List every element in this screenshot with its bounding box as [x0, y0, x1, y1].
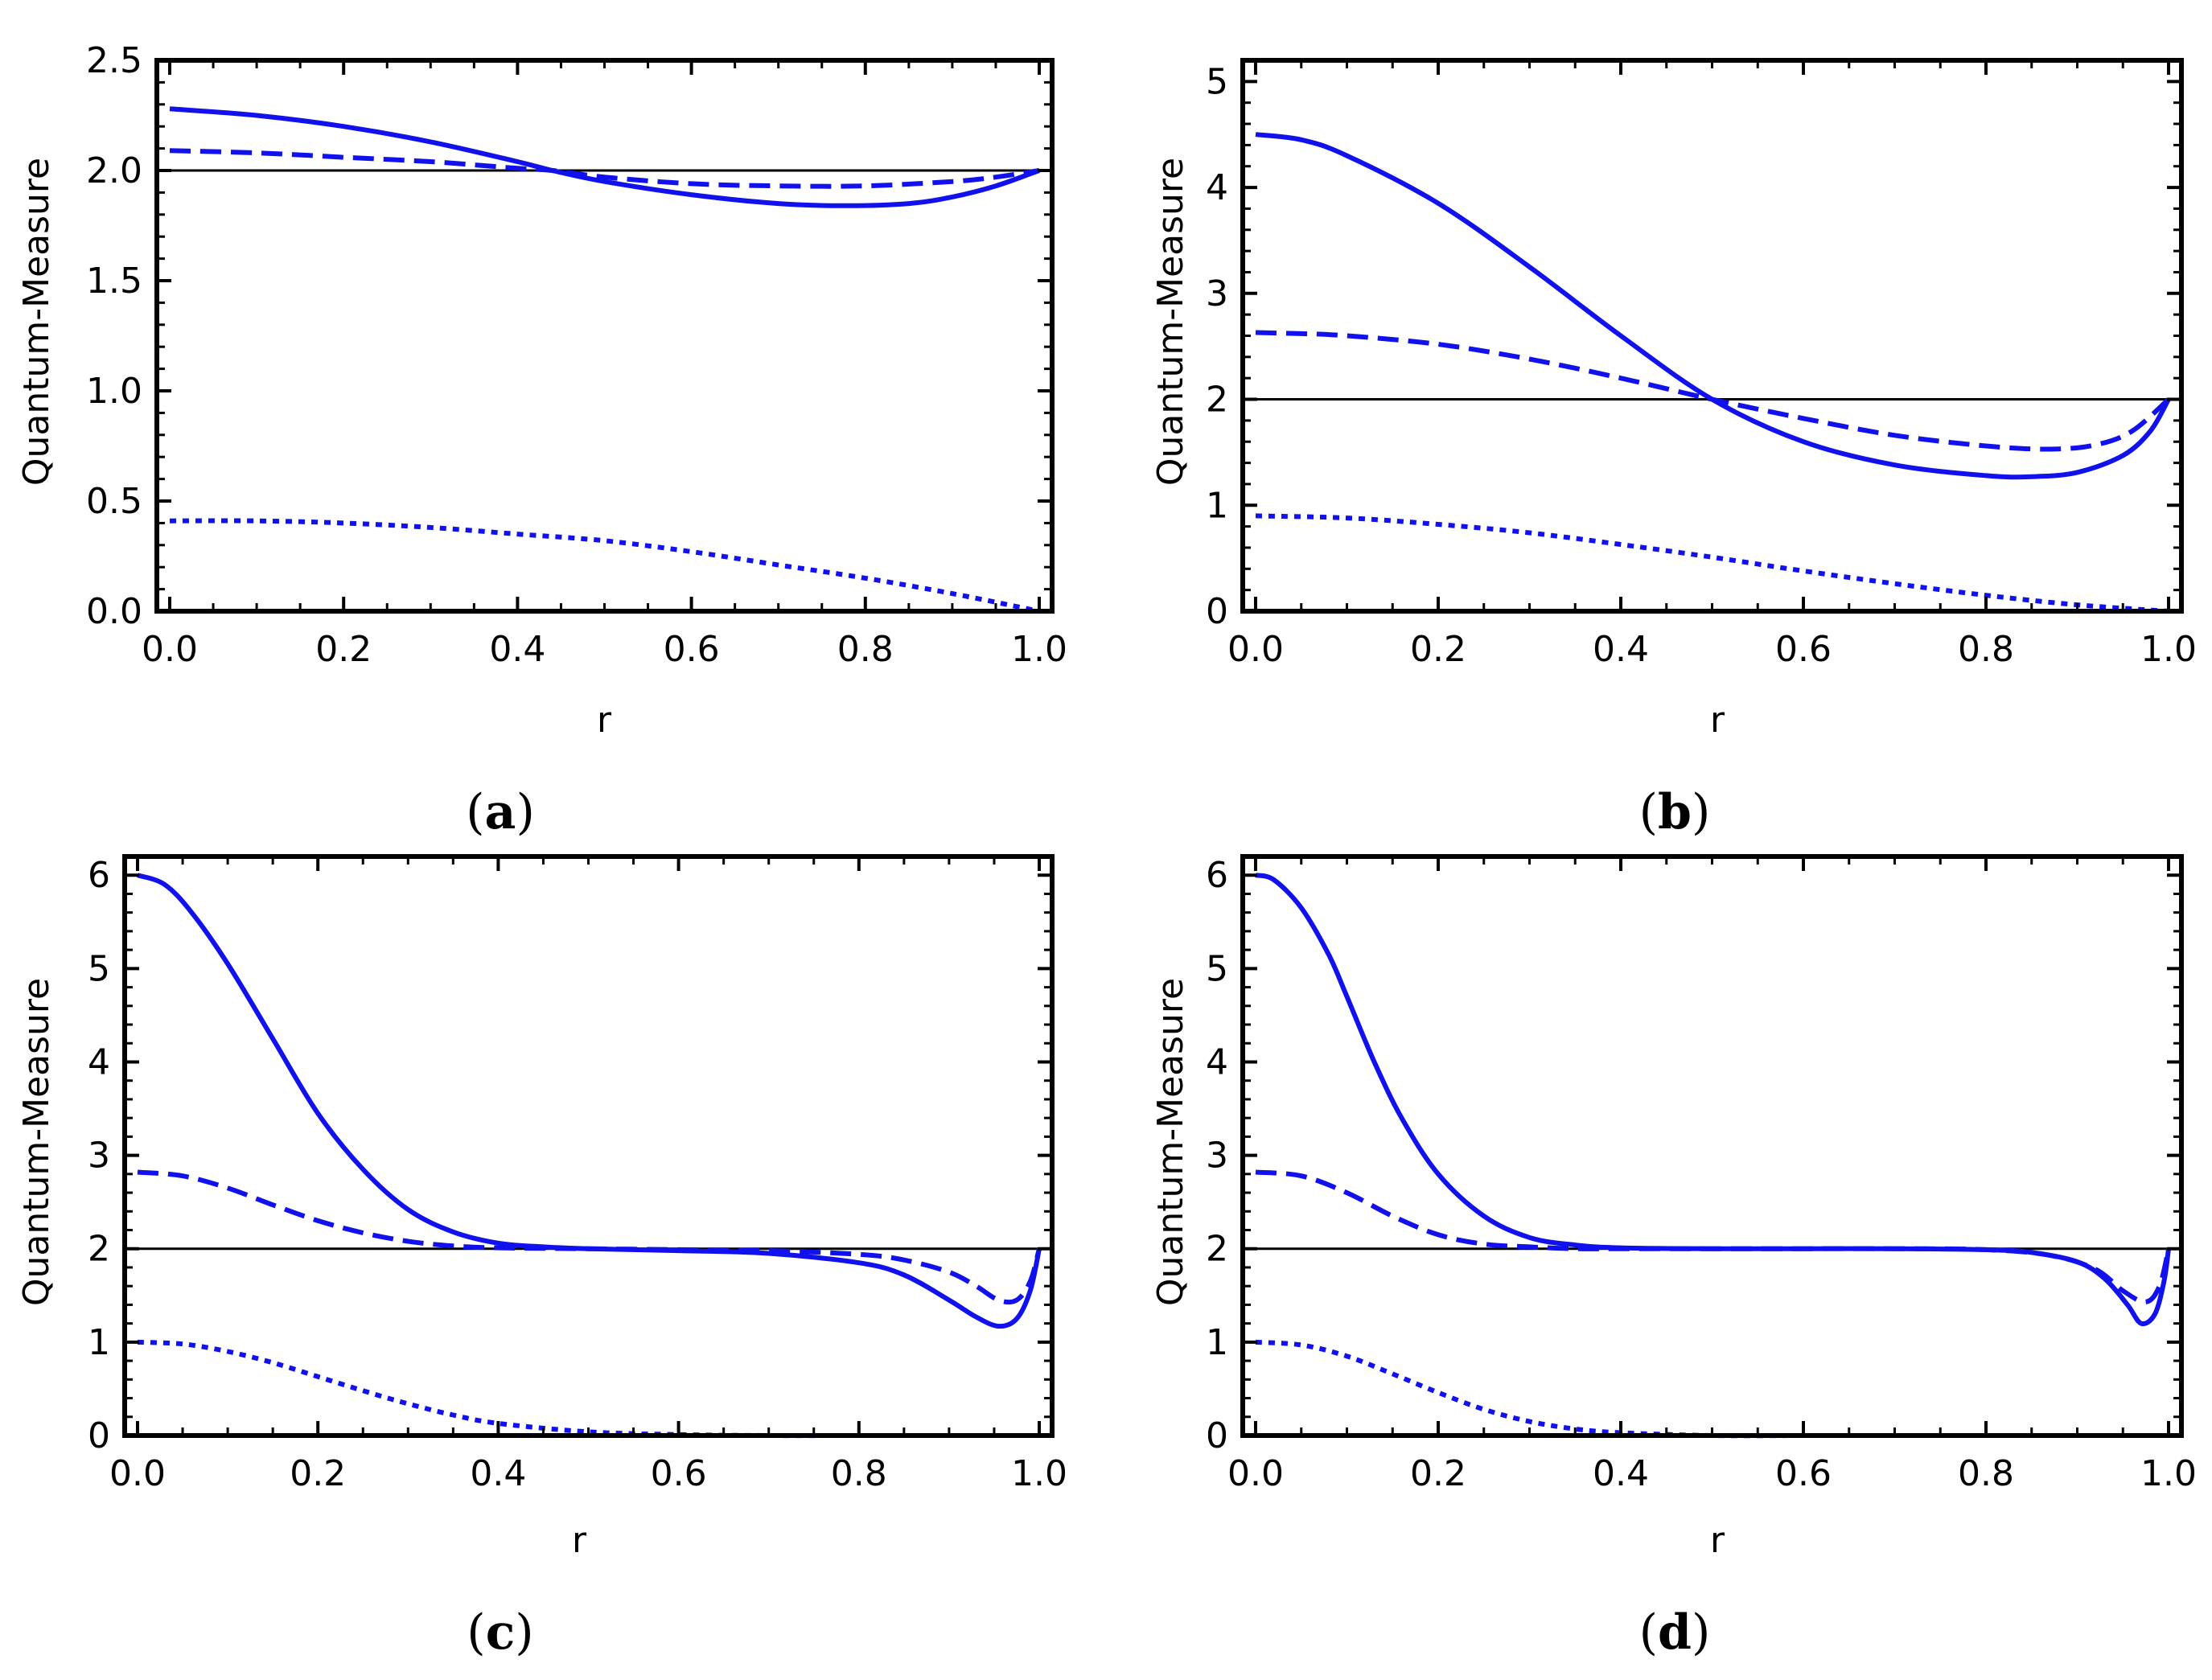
- x-tick-label: 0.6: [1775, 1453, 1832, 1494]
- x-tick-label: 0.0: [1227, 629, 1284, 670]
- panel-label: (d): [1639, 1604, 1711, 1661]
- plot-frame: [1240, 58, 2184, 614]
- y-tick-label: 0: [1206, 1415, 1228, 1456]
- y-tick-label: 0: [88, 1415, 110, 1456]
- series-line-dashed: [1255, 1169, 2171, 1304]
- x-tick-label: 0.6: [664, 629, 720, 670]
- x-tick-label: 1.0: [1011, 629, 1067, 670]
- x-tick-label: 0.2: [290, 1453, 346, 1494]
- series-line-dotted: [1255, 513, 2169, 614]
- y-tick-label: 0.5: [86, 481, 142, 522]
- panel-letter: c: [486, 1604, 516, 1661]
- x-axis-label: r: [1710, 1520, 1725, 1561]
- y-tick-label: 5: [88, 948, 110, 989]
- panel-letter: a: [485, 784, 516, 840]
- y-tick-label: 3: [88, 1136, 110, 1177]
- y-tick-label: 1.0: [86, 371, 142, 412]
- x-tick-label: 0.2: [1410, 629, 1466, 670]
- plot-frame: [1240, 854, 2184, 1438]
- panel-c: Quantum-Measure r (c) 0.0 0.2 0.4 0.6 0.8 1.0…: [16, 854, 1067, 1661]
- x-tick-label: 0.6: [1775, 629, 1832, 670]
- x-tick-label: 0.8: [1958, 1453, 2014, 1494]
- y-tick-label: 2: [1206, 1229, 1228, 1270]
- plot-frame: [154, 58, 1055, 614]
- y-tick-label: 1: [88, 1322, 110, 1363]
- y-axis-label: Quantum-Measure: [16, 158, 57, 486]
- panel-b: Quantum-Measure r (b) 0.0 0.2 0.4 0.6 0.8 1.0…: [1150, 58, 2197, 840]
- series-line-dotted: [169, 518, 1040, 614]
- series-line-solid: [1255, 873, 2171, 1327]
- y-axis-label: Quantum-Measure: [1150, 978, 1191, 1306]
- y-tick-label: 6: [1206, 855, 1228, 896]
- x-axis-label: r: [1710, 700, 1725, 741]
- series-line-dotted: [137, 1339, 1039, 1439]
- series-line-solid: [169, 106, 1041, 208]
- y-tick-label: 2: [1206, 380, 1228, 421]
- y-tick-label: 5: [1206, 948, 1228, 989]
- plot-frame: [122, 854, 1055, 1438]
- x-tick-label: 0.4: [1593, 629, 1649, 670]
- x-tick-label: 0.8: [837, 629, 894, 670]
- x-tick-label: 1.0: [2140, 1453, 2197, 1494]
- y-axis-label: Quantum-Measure: [1150, 158, 1191, 486]
- y-tick-label: 2.0: [86, 150, 142, 191]
- series-line-dotted: [1255, 1339, 2169, 1439]
- x-axis-label: r: [597, 700, 612, 741]
- panel-a: Quantum-Measure r (a) 0.0 0.2 0.4 0.6 0.8 1.0…: [16, 40, 1067, 840]
- x-tick-label: 0.8: [1958, 629, 2014, 670]
- y-tick-label: 3: [1206, 1136, 1228, 1177]
- x-tick-label: 0.2: [1410, 1453, 1466, 1494]
- x-tick-label: 0.2: [315, 629, 372, 670]
- y-tick-label: 1.5: [86, 261, 142, 302]
- x-tick-label: 0.8: [831, 1453, 887, 1494]
- y-tick-label: 2: [88, 1229, 110, 1270]
- y-tick-label: 5: [1206, 61, 1228, 102]
- x-tick-label: 0.6: [651, 1453, 707, 1494]
- y-tick-label: 2.5: [86, 40, 142, 81]
- y-tick-label: 1: [1206, 485, 1228, 526]
- panel-label: (a): [466, 784, 535, 840]
- panel-label: (c): [467, 1604, 533, 1661]
- x-tick-label: 1.0: [1011, 1453, 1067, 1494]
- x-axis-label: r: [572, 1520, 587, 1561]
- series-line-dashed: [169, 148, 1040, 189]
- y-tick-label: 0: [1206, 591, 1228, 632]
- y-axis-label: Quantum-Measure: [16, 978, 57, 1306]
- series-line-dashed: [137, 1169, 1042, 1305]
- series-line-solid: [1255, 132, 2171, 480]
- series-line-dashed: [1255, 330, 2170, 452]
- panel-letter: b: [1658, 784, 1692, 840]
- panel-d: Quantum-Measure r (d) 0.0 0.2 0.4 0.6 0.8 1.0…: [1150, 854, 2197, 1661]
- x-tick-label: 1.0: [2140, 629, 2197, 670]
- x-tick-label: 0.4: [489, 629, 545, 670]
- x-tick-label: 0.0: [142, 629, 198, 670]
- panel-letter: d: [1658, 1604, 1692, 1661]
- x-tick-label: 0.0: [109, 1453, 166, 1494]
- x-tick-label: 0.4: [1593, 1453, 1649, 1494]
- y-tick-label: 6: [88, 855, 110, 896]
- y-tick-label: 4: [1206, 167, 1228, 208]
- y-tick-label: 4: [1206, 1041, 1228, 1082]
- y-tick-label: 4: [88, 1041, 110, 1082]
- x-tick-label: 0.4: [470, 1453, 526, 1494]
- y-tick-label: 0.0: [86, 591, 142, 632]
- y-tick-label: 1: [1206, 1322, 1228, 1363]
- y-tick-label: 3: [1206, 273, 1228, 314]
- panel-label: (b): [1639, 784, 1711, 840]
- x-tick-label: 0.0: [1227, 1453, 1284, 1494]
